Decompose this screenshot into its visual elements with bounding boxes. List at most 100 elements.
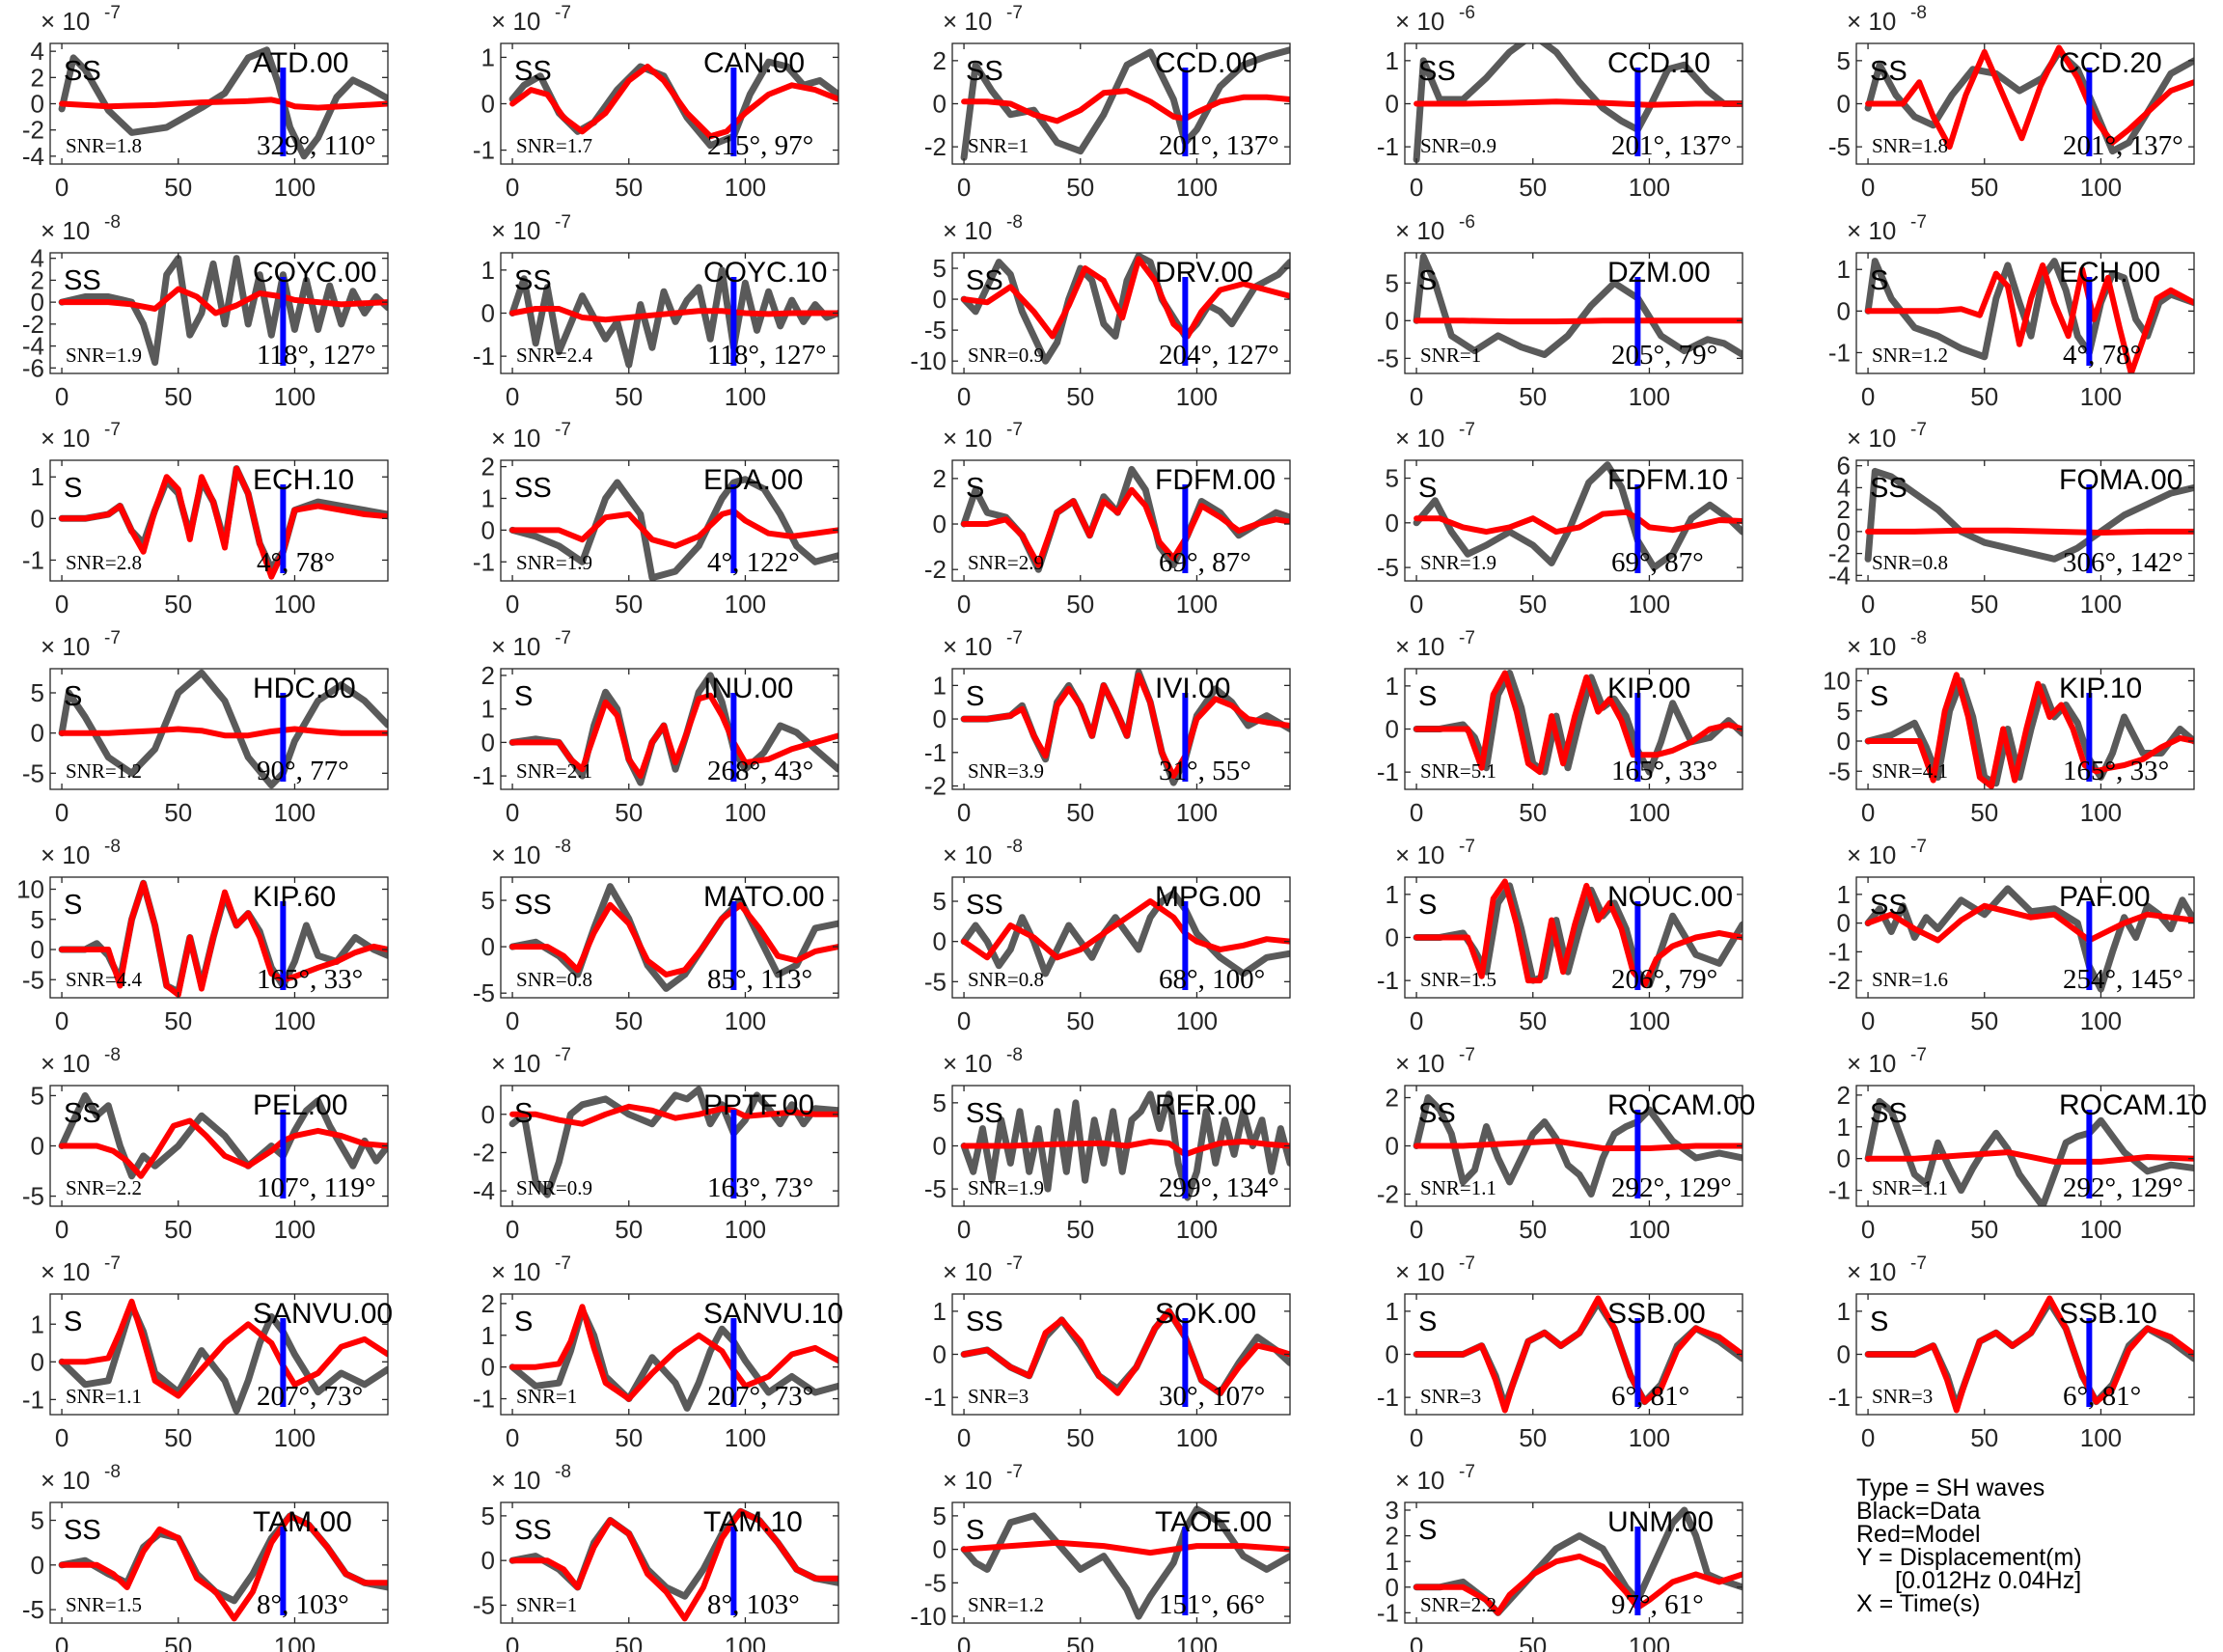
panel-sanvu-10-ytick-label: 1 bbox=[481, 1321, 495, 1350]
panel-sok-00-model-trace bbox=[961, 1308, 1290, 1396]
panel-ivi-00-angles: 31°, 55° bbox=[1159, 756, 1251, 786]
panel-ccd-00-data-trace bbox=[960, 46, 1290, 161]
panel-tam-00-xtick-label: 0 bbox=[55, 1632, 69, 1652]
panel-eda-00-exponent-power: -7 bbox=[555, 420, 571, 440]
panel-hdc-00-exponent: × 10 bbox=[41, 632, 90, 661]
panel-tam-10-ytick-label: 5 bbox=[481, 1501, 495, 1530]
panel-taoe-00-ytick-label: 0 bbox=[933, 1535, 947, 1564]
panel-taoe-00-exponent: × 10 bbox=[943, 1466, 992, 1495]
panel-kip-00-xtick-label: 50 bbox=[1519, 798, 1547, 827]
panel-unm-00-model-trace bbox=[1413, 1553, 1743, 1616]
panel-sanvu-10-exponent: × 10 bbox=[491, 1257, 540, 1286]
panel-rer-00-ytick-label: -5 bbox=[924, 1174, 947, 1203]
panel-foma-00-traces bbox=[1864, 467, 2194, 563]
panel-kip-10-ytick-label: -5 bbox=[1828, 757, 1851, 785]
panel-mpg-00-model-trace bbox=[961, 898, 1290, 961]
panel-drv-00-xtick-label: 100 bbox=[1176, 382, 1218, 411]
panel-sanvu-00-ytick-label: -1 bbox=[22, 1385, 44, 1414]
panel-sanvu-10-axes bbox=[500, 1293, 839, 1416]
panel-ccd-10-model-trace bbox=[1413, 98, 1743, 108]
panel-ssb-00-xtick-label: 50 bbox=[1519, 1423, 1547, 1452]
panel-atd-00-ytick-label: 4 bbox=[31, 37, 44, 66]
panel-fdfm-10-xtick-label: 0 bbox=[1410, 590, 1423, 619]
panel-kip-60-angles: 165°, 33° bbox=[257, 964, 363, 995]
panel-ccd-10-data-trace bbox=[1413, 43, 1743, 163]
panel-ech-00-angles: 4°, 78° bbox=[2063, 340, 2141, 371]
panel-ivi-00-ytick-label: 0 bbox=[933, 704, 947, 733]
panel-mato-00-exponent: × 10 bbox=[491, 840, 540, 869]
panel-rer-00-xtick-label: 0 bbox=[957, 1215, 971, 1244]
panel-fdfm-00: -2 0 2 0 50 100 × 10 -7 S FDFM.00 SNR=2.9 69°, 87° bbox=[924, 420, 1291, 619]
panel-sanvu-10-traces bbox=[508, 1304, 838, 1412]
panel-kip-60-xtick-label: 0 bbox=[55, 1006, 69, 1035]
panel-ccd-20-angles: 201°, 137° bbox=[2063, 130, 2183, 161]
panel-sanvu-10-data-trace bbox=[508, 1306, 838, 1412]
panel-inu-00-ytick-label: -1 bbox=[473, 761, 495, 790]
panel-mpg-00-station: MPG.00 bbox=[1155, 881, 1261, 913]
panel-pptf-00-ytick-label: 0 bbox=[481, 1100, 495, 1129]
panel-sanvu-10-ytick-label: -1 bbox=[473, 1385, 495, 1414]
legend-model-line: Red=Model bbox=[1856, 1521, 1981, 1548]
panel-rer-00-ytick-label: 5 bbox=[933, 1088, 947, 1117]
panel-kip-10-data-trace bbox=[1864, 677, 2194, 787]
panel-paf-00-snr: SNR=1.6 bbox=[1872, 968, 1948, 991]
panel-fdfm-10-snr: SNR=1.9 bbox=[1420, 551, 1496, 574]
panel-dzm-00-axes bbox=[1404, 252, 1743, 374]
panel-coyc-00-ytick-label: -2 bbox=[22, 310, 44, 339]
panel-can-00-ytick-label: -1 bbox=[473, 136, 495, 165]
panel-unm-00-xtick-label: 50 bbox=[1519, 1632, 1547, 1652]
panel-sanvu-00-xtick-label: 100 bbox=[274, 1423, 316, 1452]
panel-ech-00-phase: S bbox=[1870, 265, 1888, 296]
panel-fdfm-00-xtick-label: 100 bbox=[1176, 590, 1218, 619]
panel-hdc-00-ytick-label: 5 bbox=[31, 678, 44, 707]
panel-ech-10-exponent: × 10 bbox=[41, 424, 90, 453]
panel-eda-00-ytick-label: -1 bbox=[473, 547, 495, 576]
panel-mato-00-xtick-label: 0 bbox=[506, 1006, 519, 1035]
panel-mpg-00-angles: 68°, 100° bbox=[1159, 964, 1265, 995]
panel-fdfm-10-ytick-label: 0 bbox=[1386, 509, 1399, 537]
panel-atd-00-xtick-label: 0 bbox=[55, 173, 69, 202]
panel-ech-10-snr: SNR=2.8 bbox=[66, 551, 142, 574]
panel-tam-00-ytick-label: 5 bbox=[31, 1506, 44, 1535]
panel-taoe-00-data-trace bbox=[960, 1505, 1290, 1620]
panel-rocam-00-xtick-label: 50 bbox=[1519, 1215, 1547, 1244]
panel-can-00-exponent: × 10 bbox=[491, 7, 540, 36]
panel-mato-00-ytick-label: 5 bbox=[481, 886, 495, 915]
panel-pptf-00-data-trace bbox=[508, 1086, 838, 1198]
panel-eda-00-model-trace bbox=[509, 508, 838, 549]
panel-foma-00-ytick-label: 2 bbox=[1837, 495, 1851, 524]
panel-tam-10-xtick-label: 0 bbox=[506, 1632, 519, 1652]
panel-mpg-00-exponent-power: -8 bbox=[1006, 837, 1023, 857]
panel-sok-00-angles: 30°, 107° bbox=[1159, 1381, 1265, 1412]
panel-sanvu-00-ytick-label: 1 bbox=[31, 1309, 44, 1338]
panel-ssb-00-traces bbox=[1413, 1295, 1743, 1414]
panel-pel-00-model-trace bbox=[59, 1117, 388, 1179]
panel-ccd-20-model-trace bbox=[1865, 44, 2194, 151]
panel-kip-60-model-trace bbox=[59, 880, 388, 998]
panel-kip-60-exponent: × 10 bbox=[41, 840, 90, 869]
panel-sok-00-ytick-label: -1 bbox=[924, 1383, 947, 1412]
panel-sanvu-10: -1 0 1 2 0 50 100 × 10 -7 S SANVU.10 SNR=1 207°, 73° bbox=[473, 1253, 843, 1452]
panel-inu-00-model-trace bbox=[509, 692, 838, 780]
legend-data-line: Black=Data bbox=[1856, 1498, 1981, 1525]
panel-ccd-10-exponent-power: -6 bbox=[1459, 3, 1475, 23]
panel-fdfm-00-ytick-label: 0 bbox=[933, 509, 947, 538]
panel-can-00-xtick-label: 0 bbox=[506, 173, 519, 202]
panel-mpg-00-xtick-label: 0 bbox=[957, 1006, 971, 1035]
panel-fdfm-10-ytick-label: 5 bbox=[1386, 464, 1399, 493]
panel-rocam-00-ytick-label: -2 bbox=[1377, 1180, 1399, 1209]
panel-kip-60-traces bbox=[58, 879, 388, 998]
panel-drv-00-traces bbox=[960, 253, 1290, 365]
panel-mato-00-station: MATO.00 bbox=[703, 881, 825, 913]
panel-rocam-00-exponent: × 10 bbox=[1395, 1049, 1444, 1078]
panel-sanvu-00-phase: S bbox=[64, 1307, 82, 1337]
panel-tam-00-xtick-label: 100 bbox=[274, 1632, 316, 1652]
panel-rocam-10-exponent: × 10 bbox=[1847, 1049, 1896, 1078]
panel-drv-00-ytick-label: 5 bbox=[933, 254, 947, 283]
panel-coyc-10-xtick-label: 100 bbox=[725, 382, 766, 411]
panel-atd-00-model-trace bbox=[59, 96, 388, 111]
panel-ccd-20-snr: SNR=1.8 bbox=[1872, 134, 1948, 157]
